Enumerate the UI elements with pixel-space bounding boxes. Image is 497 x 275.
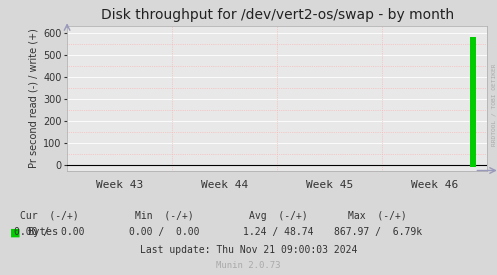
- Text: 0.00 /  0.00: 0.00 / 0.00: [129, 227, 199, 237]
- Title: Disk throughput for /dev/vert2-os/swap - by month: Disk throughput for /dev/vert2-os/swap -…: [100, 8, 454, 22]
- Text: 867.97 /  6.79k: 867.97 / 6.79k: [333, 227, 422, 237]
- Polygon shape: [470, 165, 476, 167]
- Y-axis label: Pr second read (-) / write (+): Pr second read (-) / write (+): [29, 28, 39, 168]
- Text: Min  (-/+): Min (-/+): [135, 211, 193, 221]
- Text: Week 43: Week 43: [96, 180, 143, 190]
- Text: Munin 2.0.73: Munin 2.0.73: [216, 260, 281, 270]
- Text: RRDTOOL / TOBI OETIKER: RRDTOOL / TOBI OETIKER: [491, 63, 496, 146]
- Text: Max  (-/+): Max (-/+): [348, 211, 407, 221]
- Polygon shape: [470, 37, 476, 165]
- Text: Week 46: Week 46: [411, 180, 458, 190]
- Text: ■: ■: [10, 227, 20, 237]
- Text: 0.00 /  0.00: 0.00 / 0.00: [14, 227, 85, 237]
- Text: Avg  (-/+): Avg (-/+): [249, 211, 308, 221]
- Text: Week 44: Week 44: [201, 180, 248, 190]
- Text: Week 45: Week 45: [306, 180, 353, 190]
- Text: Bytes: Bytes: [27, 227, 59, 237]
- Text: Cur  (-/+): Cur (-/+): [20, 211, 79, 221]
- Text: Last update: Thu Nov 21 09:00:03 2024: Last update: Thu Nov 21 09:00:03 2024: [140, 245, 357, 255]
- Text: 1.24 / 48.74: 1.24 / 48.74: [243, 227, 314, 237]
